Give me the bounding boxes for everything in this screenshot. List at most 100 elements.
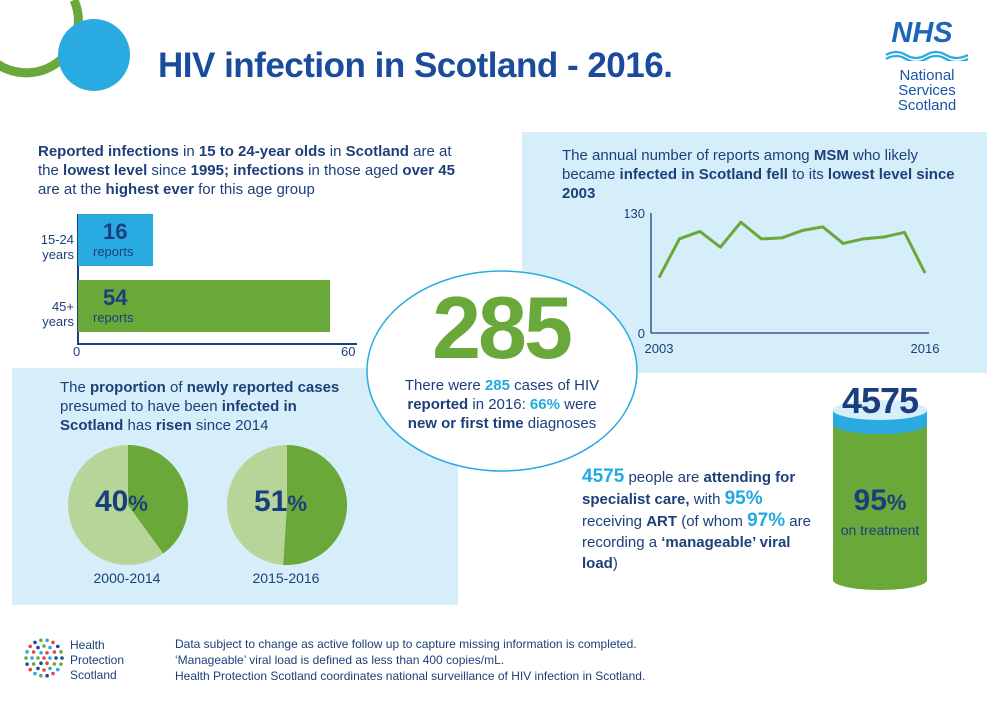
hps-logo-dots-icon bbox=[24, 638, 64, 678]
pie-2-percent-sign: % bbox=[287, 491, 307, 516]
x-axis-line bbox=[77, 343, 357, 345]
text-segment: 97% bbox=[747, 510, 786, 531]
msm-section-text: The annual number of reports among MSM w… bbox=[562, 146, 962, 203]
hps-line-3: Scotland bbox=[70, 668, 117, 682]
bar-label-line1: 45+ bbox=[51, 299, 74, 314]
pie-2-caption: 2015-2016 bbox=[252, 570, 320, 586]
text-segment: in bbox=[178, 143, 199, 160]
text-segment: proportion bbox=[90, 379, 166, 396]
cylinder-sub: on treatment bbox=[840, 522, 920, 538]
text-segment: who likely became bbox=[562, 147, 919, 183]
text-segment: receiving bbox=[582, 513, 647, 530]
proportion-section-text: The proportion of newly reported cases p… bbox=[60, 378, 360, 435]
bar-label-line2: years bbox=[42, 247, 74, 262]
text-segment: highest ever bbox=[105, 181, 194, 198]
text-segment: 4575 bbox=[582, 466, 625, 487]
bar-sub: reports bbox=[93, 310, 134, 325]
text-segment: cases of HIV bbox=[509, 377, 600, 394]
text-segment: 285 bbox=[484, 377, 510, 394]
y-tick-label: 130 bbox=[625, 206, 645, 221]
y-tick-label: 0 bbox=[638, 326, 645, 341]
center-ellipse bbox=[366, 270, 638, 472]
text-segment: since 2014 bbox=[191, 417, 269, 434]
text-segment: since bbox=[147, 162, 191, 179]
text-segment: attending for specialist care, bbox=[582, 469, 796, 508]
big-285: 285 bbox=[432, 278, 573, 377]
bar-value: 16 bbox=[103, 219, 128, 244]
text-segment: 95% bbox=[724, 488, 763, 509]
footer-line-2: ‘Manageable’ viral load is defined as le… bbox=[175, 653, 505, 667]
msm-line-chart: 0 130 2003 2016 bbox=[625, 206, 940, 356]
text-segment: There were bbox=[404, 377, 485, 394]
age-section-text: Reported infections in 15 to 24-year old… bbox=[38, 142, 468, 199]
pie-charts bbox=[68, 445, 347, 565]
text-segment: new or first time bbox=[407, 415, 524, 432]
hps-line-1: Health bbox=[70, 638, 105, 652]
center-text: There were 285 cases of HIV reported in … bbox=[402, 376, 602, 433]
bar-label-line2: years bbox=[42, 314, 74, 329]
text-segment: of bbox=[165, 379, 187, 396]
pie-1-percent: 40% bbox=[95, 485, 148, 519]
text-segment: 66% bbox=[529, 396, 560, 413]
nhs-mark: NHS bbox=[891, 16, 953, 49]
pie-2-number: 51 bbox=[254, 485, 288, 518]
pie-slice bbox=[283, 445, 347, 565]
footer-line-3: Health Protection Scotland coordinates n… bbox=[175, 669, 646, 683]
treatment-cylinder bbox=[833, 400, 927, 590]
text-segment: in those aged bbox=[303, 162, 403, 179]
cylinder-top-number: 4575 bbox=[841, 380, 919, 421]
pie-1-percent-sign: % bbox=[128, 491, 148, 516]
text-segment: risen bbox=[155, 417, 192, 434]
text-segment: diagnoses bbox=[523, 415, 597, 432]
text-segment: lowest level bbox=[63, 162, 148, 179]
text-segment: ‘manageable’ viral load bbox=[582, 534, 791, 572]
text-segment: infected in Scotland bbox=[60, 398, 297, 434]
text-segment: are at the bbox=[38, 181, 106, 198]
text-segment: has bbox=[123, 417, 156, 434]
pie-1-number: 40 bbox=[95, 485, 129, 518]
text-segment: Reported infections bbox=[38, 143, 179, 160]
text-segment: (of whom bbox=[677, 513, 748, 530]
cylinder-percent-sign: % bbox=[886, 490, 907, 515]
bar-label-line1: 15-24 bbox=[40, 232, 74, 247]
text-segment: are recording a bbox=[582, 513, 811, 551]
cylinder-number: 95 bbox=[853, 484, 887, 517]
bar-15-24: 16 reports bbox=[78, 214, 153, 266]
bar-45-plus: 54 reports bbox=[78, 280, 330, 332]
nhs-line-1: National bbox=[899, 67, 955, 84]
page-title: HIV infection in Scotland - 2016. bbox=[158, 46, 673, 85]
x-tick-max: 60 bbox=[341, 344, 356, 359]
text-segment: in 2016: bbox=[468, 396, 530, 413]
text-segment: over 45 bbox=[402, 162, 455, 179]
text-segment: with bbox=[689, 491, 725, 508]
text-segment: MSM bbox=[813, 147, 849, 164]
care-section-text: 4575 people are attending for specialist… bbox=[582, 466, 818, 574]
pie-slice bbox=[128, 445, 188, 554]
text-segment: newly reported cases bbox=[186, 379, 340, 396]
hps-logo-text: Health Protection Scotland bbox=[70, 638, 124, 683]
y-axis-line bbox=[77, 214, 79, 344]
text-segment: infected in Scotland fell bbox=[619, 166, 788, 183]
text-segment: reported bbox=[407, 396, 469, 413]
text-segment: The bbox=[60, 379, 91, 396]
bar-value: 54 bbox=[103, 285, 128, 310]
x-tick-label: 2016 bbox=[911, 341, 940, 356]
text-segment: 1995; infections bbox=[190, 162, 304, 179]
nhs-logo: NHS National Services Scotland bbox=[884, 16, 969, 114]
text-segment: for this age group bbox=[193, 181, 315, 198]
text-segment: are at the bbox=[38, 143, 452, 179]
nhs-line-3: Scotland bbox=[897, 97, 957, 114]
text-segment: The annual number of reports among bbox=[562, 147, 814, 164]
text-segment: lowest level since 2003 bbox=[562, 166, 955, 202]
text-segment: ART bbox=[646, 513, 678, 530]
cylinder-percent: 95% bbox=[822, 484, 938, 518]
footer-line-1: Data subject to change as active follow … bbox=[175, 637, 637, 651]
text-segment: people are bbox=[624, 469, 704, 486]
bar-sub: reports bbox=[93, 244, 134, 259]
text-segment: to its bbox=[787, 166, 828, 183]
text-segment: ) bbox=[612, 555, 618, 572]
nhs-line-2: Services bbox=[898, 82, 956, 99]
text-segment: presumed to have been bbox=[60, 398, 222, 415]
decorative-circles bbox=[0, 0, 130, 91]
pie-1-caption: 2000-2014 bbox=[93, 570, 161, 586]
